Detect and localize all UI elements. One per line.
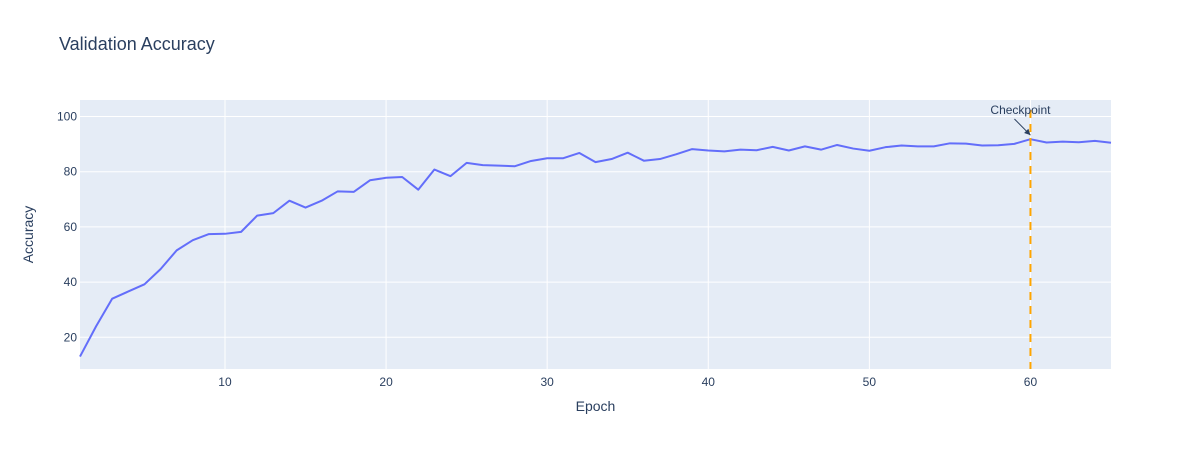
x-tick-label: 50: [863, 375, 877, 389]
y-tick-label: 100: [57, 110, 77, 124]
x-axis-title: Epoch: [576, 398, 616, 414]
chart-title: Validation Accuracy: [59, 34, 215, 54]
checkpoint-label: Checkpoint: [990, 103, 1051, 117]
x-tick-label: 20: [379, 375, 393, 389]
y-tick-label: 80: [64, 165, 78, 179]
accuracy-series-line: [79, 138, 1112, 358]
checkpoint-arrowhead: [1024, 128, 1031, 136]
y-tick-label: 60: [64, 220, 78, 234]
y-tick-label: 40: [64, 275, 78, 289]
x-tick-labels: 10 20 30 40 50 60: [218, 375, 1037, 389]
x-tick-label: 10: [218, 375, 232, 389]
plot-area: [80, 100, 1111, 369]
x-tick-label: 60: [1024, 375, 1038, 389]
y-tick-labels: 20 40 60 80 100: [57, 110, 77, 345]
y-axis-title: Accuracy: [20, 206, 36, 264]
x-tick-label: 40: [702, 375, 716, 389]
x-tick-label: 30: [540, 375, 554, 389]
y-tick-label: 20: [64, 330, 78, 344]
